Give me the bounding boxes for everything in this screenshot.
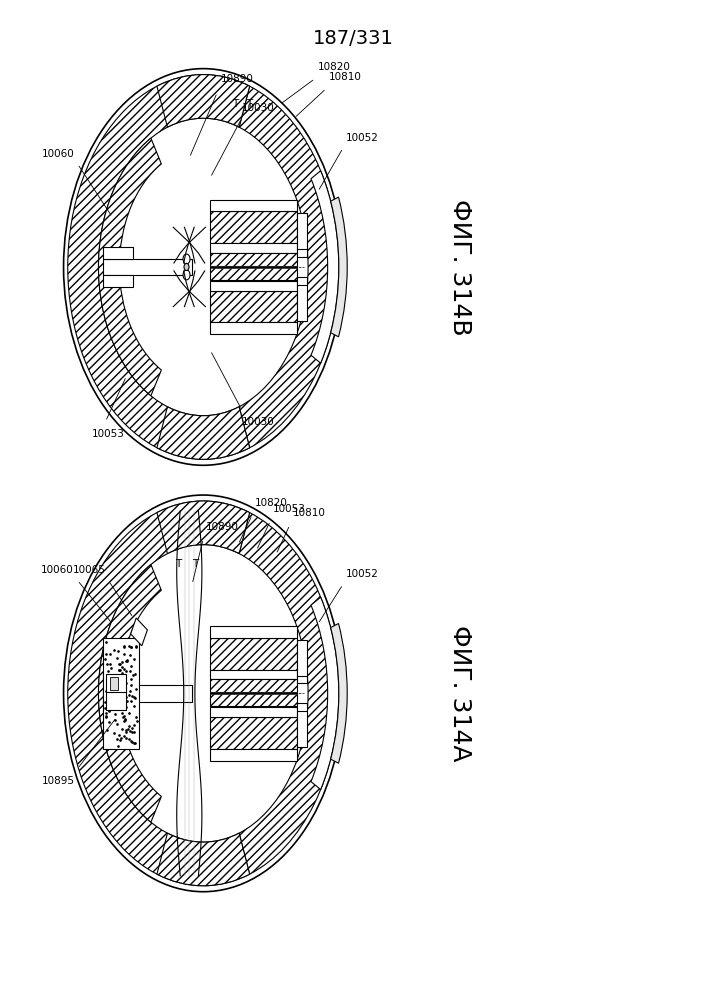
Text: T: T	[192, 559, 198, 569]
Text: 10820: 10820	[318, 62, 351, 72]
Wedge shape	[311, 171, 339, 363]
Text: 10890: 10890	[206, 522, 239, 532]
Bar	[210, 638, 297, 670]
Bar	[210, 693, 297, 706]
Text: 10895: 10895	[42, 776, 75, 786]
Bar	[103, 259, 192, 275]
Bar	[297, 640, 307, 683]
Bar	[103, 673, 134, 685]
Wedge shape	[98, 565, 161, 822]
Wedge shape	[68, 75, 250, 459]
Bar	[210, 266, 297, 268]
Bar	[106, 674, 126, 710]
Text: 10030: 10030	[242, 103, 274, 113]
Bar	[210, 253, 297, 266]
Wedge shape	[239, 513, 339, 874]
Bar	[297, 277, 307, 321]
Text: T: T	[232, 99, 238, 109]
Text: 10060: 10060	[40, 565, 74, 575]
Bar	[210, 322, 297, 334]
Text: ФИГ. 314A: ФИГ. 314A	[448, 625, 472, 762]
Bar	[103, 638, 139, 749]
Bar	[210, 267, 297, 280]
Text: ФИГ. 314B: ФИГ. 314B	[448, 199, 472, 335]
Bar	[297, 213, 307, 257]
Circle shape	[64, 69, 343, 465]
Text: 10053: 10053	[273, 504, 306, 514]
Circle shape	[184, 263, 189, 271]
Bar	[210, 281, 297, 291]
Bar	[210, 717, 297, 749]
Text: 10060: 10060	[42, 149, 75, 159]
Bar	[210, 200, 297, 211]
Bar	[103, 685, 192, 702]
Text: 10890: 10890	[221, 74, 254, 84]
Wedge shape	[157, 75, 250, 127]
Bar	[103, 247, 134, 259]
Bar	[210, 692, 297, 694]
Text: T: T	[175, 559, 181, 569]
Text: 10053: 10053	[92, 429, 124, 439]
Circle shape	[183, 254, 190, 264]
Bar	[210, 670, 297, 679]
Circle shape	[64, 495, 343, 892]
Text: 10030: 10030	[242, 417, 274, 427]
Wedge shape	[157, 833, 250, 886]
Wedge shape	[157, 407, 250, 459]
Wedge shape	[68, 501, 250, 886]
Bar	[210, 243, 297, 253]
Text: T: T	[245, 99, 252, 109]
Bar	[210, 679, 297, 692]
Text: 10052: 10052	[346, 569, 379, 579]
Wedge shape	[331, 624, 347, 763]
Bar	[297, 703, 307, 747]
Polygon shape	[131, 618, 147, 646]
Bar	[210, 291, 297, 322]
Bar	[210, 707, 297, 717]
Wedge shape	[311, 597, 339, 790]
Circle shape	[183, 270, 190, 280]
Bar	[110, 677, 117, 690]
Bar	[103, 275, 134, 287]
Text: 10065: 10065	[73, 565, 105, 575]
Bar	[210, 749, 297, 761]
Text: 10810: 10810	[329, 72, 362, 82]
Wedge shape	[331, 197, 347, 337]
Text: 10820: 10820	[255, 498, 288, 508]
Bar	[210, 211, 297, 243]
Wedge shape	[98, 138, 161, 396]
Bar	[103, 702, 134, 714]
Bar	[210, 626, 297, 638]
Text: 10052: 10052	[346, 133, 379, 143]
Text: 10810: 10810	[293, 508, 326, 518]
Text: 187/331: 187/331	[313, 29, 394, 48]
Wedge shape	[239, 86, 339, 448]
Wedge shape	[157, 501, 250, 554]
